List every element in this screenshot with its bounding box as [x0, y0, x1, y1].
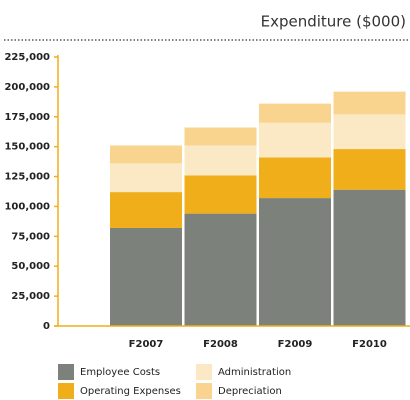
- chart-title: Expenditure ($000): [261, 13, 406, 31]
- legend-swatch: [196, 383, 212, 399]
- bar-segment: [333, 91, 406, 115]
- x-tick-label: F2008: [203, 339, 238, 350]
- y-tick-label: 125,000: [4, 172, 50, 183]
- y-tick-label: 225,000: [4, 52, 50, 63]
- legend-swatch: [58, 383, 74, 399]
- y-tick-label: 200,000: [4, 82, 50, 93]
- bar-segment: [184, 213, 257, 326]
- bar-segment: [110, 145, 182, 164]
- y-tick-label: 150,000: [4, 142, 50, 153]
- bar-segment: [333, 149, 406, 190]
- x-tick-label: F2009: [278, 339, 313, 350]
- legend-swatch: [58, 364, 74, 380]
- y-tick-label: 100,000: [4, 201, 50, 212]
- bar-segment: [184, 145, 257, 176]
- x-tick-label: F2010: [352, 339, 387, 350]
- legend-swatch: [196, 364, 212, 380]
- y-tick-label: 175,000: [4, 112, 50, 123]
- y-tick-label: 25,000: [11, 291, 50, 302]
- y-tick-label: 75,000: [11, 231, 50, 242]
- legend-label: Depreciation: [218, 386, 282, 397]
- bar-segment: [259, 122, 331, 158]
- bar-segment: [259, 157, 331, 199]
- bar-segment: [333, 114, 406, 150]
- bar-segment: [333, 189, 406, 326]
- bar-segment: [110, 163, 182, 193]
- bar-segment: [184, 127, 257, 146]
- legend-label: Operating Expenses: [80, 386, 181, 397]
- legend-label: Employee Costs: [80, 367, 160, 378]
- y-tick-label: 0: [43, 321, 50, 332]
- x-tick-label: F2007: [129, 339, 164, 350]
- bar-segment: [184, 175, 257, 214]
- bar-segment: [110, 227, 182, 326]
- bar-segment: [259, 103, 331, 123]
- bar-segment: [259, 198, 331, 326]
- y-tick-label: 50,000: [11, 261, 50, 272]
- legend-label: Administration: [218, 367, 291, 378]
- bar-segment: [110, 192, 182, 228]
